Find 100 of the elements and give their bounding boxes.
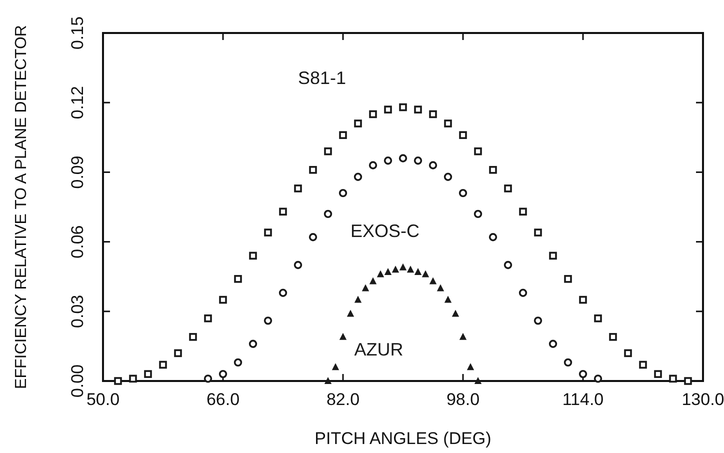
point (579, 296, 587, 304)
point (332, 363, 340, 370)
point (264, 316, 272, 325)
point (504, 184, 512, 192)
point (518, 288, 528, 297)
x-tick-label: 98.0 (446, 390, 480, 409)
point (309, 166, 317, 174)
point (144, 370, 152, 378)
point (204, 314, 212, 322)
x-tick-label: 130.0 (682, 390, 724, 409)
point (129, 374, 137, 383)
point (384, 106, 392, 114)
point (466, 363, 474, 370)
point (278, 288, 288, 297)
point (384, 156, 392, 165)
y-tick-label: 0.03 (68, 294, 87, 328)
point (324, 147, 332, 156)
y-tick-label: 0.00 (68, 364, 87, 398)
point (346, 310, 354, 317)
point (639, 360, 647, 369)
series-label: EXOS-C (350, 221, 420, 242)
y-tick-label: 0.09 (68, 156, 87, 189)
point (218, 370, 228, 378)
point (429, 277, 437, 284)
point (519, 208, 527, 216)
point (264, 228, 272, 236)
point (294, 260, 302, 270)
point (444, 296, 452, 303)
point (564, 275, 572, 283)
point (669, 374, 677, 383)
point (414, 156, 422, 165)
point (474, 210, 482, 218)
point (488, 233, 498, 242)
x-tick-label: 50.0 (86, 390, 120, 409)
point (428, 161, 438, 170)
point (398, 154, 408, 162)
point (534, 228, 542, 236)
point (459, 332, 467, 340)
point (339, 131, 347, 139)
point (354, 120, 362, 128)
point (324, 377, 332, 384)
point (354, 296, 362, 303)
point (376, 270, 384, 278)
point (354, 172, 362, 181)
point (436, 284, 444, 292)
point (294, 184, 302, 192)
point (444, 172, 452, 181)
point (578, 370, 588, 378)
point (338, 188, 348, 198)
x-tick-label: 82.0 (326, 390, 360, 409)
point (399, 263, 407, 270)
point (174, 349, 182, 358)
point (369, 110, 377, 118)
x-tick-label: 114.0 (562, 390, 604, 409)
point (654, 370, 662, 378)
point (384, 268, 392, 275)
point (549, 252, 557, 260)
point (339, 332, 347, 340)
point (609, 333, 617, 341)
y-axis-title: EFFICIENCY RELATIVE TO A PLANE DETECTOR (13, 25, 30, 389)
series-label: AZUR (354, 339, 404, 360)
point (399, 103, 407, 112)
point (324, 210, 332, 218)
point (458, 188, 468, 198)
point (444, 120, 452, 128)
point (308, 233, 318, 242)
point (429, 110, 437, 118)
point (474, 147, 482, 156)
point (234, 358, 242, 367)
point (534, 316, 542, 325)
point (279, 208, 287, 216)
point (422, 270, 430, 278)
point (459, 131, 467, 139)
point (114, 377, 122, 385)
point (234, 275, 242, 283)
point (504, 260, 512, 270)
point (406, 266, 414, 273)
point (159, 360, 167, 369)
point (684, 377, 692, 385)
point (414, 106, 422, 114)
point (219, 296, 227, 304)
series-label: S81-1 (298, 68, 346, 88)
point (189, 333, 197, 341)
point (452, 310, 460, 317)
point (204, 374, 212, 383)
point (474, 377, 482, 384)
point (564, 358, 572, 367)
point (548, 340, 558, 348)
point (249, 252, 257, 260)
y-tick-label: 0.15 (68, 16, 87, 50)
point (368, 161, 378, 170)
point (624, 349, 632, 358)
point (362, 284, 370, 292)
y-tick-label: 0.12 (68, 86, 87, 120)
y-tick-label: 0.06 (68, 225, 87, 258)
point (594, 314, 602, 322)
point (392, 266, 400, 273)
point (369, 277, 377, 284)
point (248, 340, 258, 348)
point (414, 268, 422, 275)
